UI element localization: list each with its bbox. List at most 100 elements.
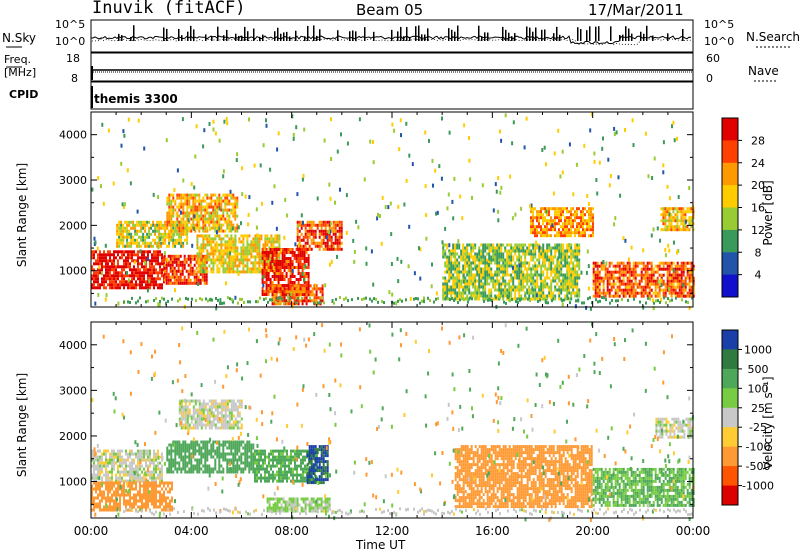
heatmap-cell	[144, 220, 147, 224]
heatmap-cell	[242, 258, 245, 262]
heatmap-cell	[662, 288, 665, 292]
heatmap-cell	[550, 279, 553, 283]
heatmap-cell	[127, 274, 129, 278]
heatmap-cell	[216, 208, 219, 212]
heatmap-cell	[423, 296, 425, 300]
heatmap-cell	[480, 252, 483, 256]
heatmap-cell	[303, 127, 306, 132]
heatmap-cell	[678, 228, 681, 232]
heatmap-cell	[168, 196, 171, 200]
heatmap-cell	[332, 247, 335, 251]
heatmap-cell	[184, 211, 187, 215]
heatmap-cell	[281, 266, 284, 269]
heatmap-cell	[238, 258, 241, 262]
heatmap-cell	[273, 248, 276, 251]
heatmap-cell	[472, 267, 475, 271]
heatmap-cell	[171, 269, 174, 273]
heatmap-cell	[514, 252, 517, 256]
heatmap-cell	[186, 223, 189, 227]
heatmap-cell	[518, 279, 521, 283]
heatmap-cell	[212, 220, 215, 224]
heatmap-cell	[238, 252, 241, 256]
heatmap-cell	[101, 256, 103, 260]
heatmap-cell	[632, 282, 635, 286]
heatmap-cell	[546, 285, 549, 289]
heatmap-cell	[672, 210, 675, 214]
heatmap-cell	[163, 275, 166, 279]
heatmap-cell	[153, 286, 155, 290]
heatmap-cell	[296, 247, 299, 251]
heatmap-cell	[111, 286, 113, 290]
heatmap-cell	[232, 214, 235, 218]
heatmap-cell	[307, 287, 310, 291]
heatmap-cell	[264, 237, 267, 241]
heatmap-cell	[299, 287, 302, 291]
heatmap-cell	[152, 244, 155, 248]
heatmap-cell	[307, 275, 310, 278]
heatmap-cell	[670, 207, 673, 211]
heatmap-cell	[309, 299, 312, 303]
heatmap-cell	[333, 301, 335, 305]
heatmap-cell	[496, 261, 499, 265]
heatmap-cell	[345, 296, 347, 300]
heatmap-cell	[508, 258, 511, 262]
heatmap-cell	[119, 274, 121, 278]
heatmap-cell	[670, 282, 673, 286]
heatmap-cell	[526, 282, 529, 286]
heatmap-cell	[448, 249, 451, 253]
heatmap-cell	[115, 479, 117, 483]
heatmap-cell	[218, 193, 221, 197]
heatmap-cell	[218, 223, 221, 227]
heatmap-cell	[322, 223, 325, 227]
heatmap-cell	[236, 246, 239, 250]
heatmap-cell	[173, 275, 176, 279]
nsky-bar	[295, 30, 297, 41]
heatmap-cell	[295, 301, 297, 305]
heatmap-cell	[446, 246, 449, 250]
heatmap-cell	[95, 250, 97, 254]
heatmap-cell	[91, 473, 93, 477]
heatmap-cell	[200, 208, 203, 212]
heatmap-cell	[223, 119, 226, 124]
heatmap-cell	[93, 458, 95, 462]
heatmap-cell	[291, 287, 294, 291]
heatmap-cell	[261, 248, 264, 251]
heatmap-cell	[514, 267, 517, 271]
heatmap-cell	[484, 264, 487, 268]
heatmap-cell	[302, 223, 305, 227]
heatmap-cell	[279, 275, 282, 278]
heatmap-cell	[104, 243, 107, 248]
heatmap-cell	[180, 220, 183, 224]
heatmap-cell	[656, 291, 659, 295]
heatmap-cell	[532, 207, 534, 211]
heatmap-cell	[281, 299, 284, 303]
heatmap-cell	[578, 234, 580, 238]
heatmap-cell	[162, 223, 165, 227]
heatmap-cell	[556, 288, 559, 292]
heatmap-cell	[214, 211, 217, 215]
heatmap-cell	[212, 246, 215, 250]
heatmap-cell	[226, 202, 229, 206]
heatmap-cell	[674, 219, 677, 223]
heatmap-cell	[450, 264, 453, 268]
heatmap-cell	[608, 291, 611, 295]
heatmap-cell	[622, 276, 625, 280]
heatmap-cell	[568, 249, 571, 253]
heatmap-cell	[184, 214, 187, 218]
heatmap-cell	[632, 261, 635, 265]
heatmap-cell	[572, 267, 575, 271]
heatmap-cell	[576, 264, 579, 268]
heatmap-cell	[307, 257, 310, 260]
heatmap-cell	[462, 279, 465, 284]
heatmap-cell	[260, 237, 263, 241]
heatmap-cell	[141, 277, 143, 281]
heatmap-cell	[127, 286, 129, 290]
heatmap-cell	[472, 279, 475, 283]
heatmap-cell	[525, 116, 528, 121]
heatmap-cell	[103, 461, 105, 465]
heatmap-cell	[668, 291, 671, 295]
heatmap-cell	[201, 278, 204, 282]
heatmap-cell	[583, 301, 585, 305]
heatmap-cell	[484, 294, 487, 298]
